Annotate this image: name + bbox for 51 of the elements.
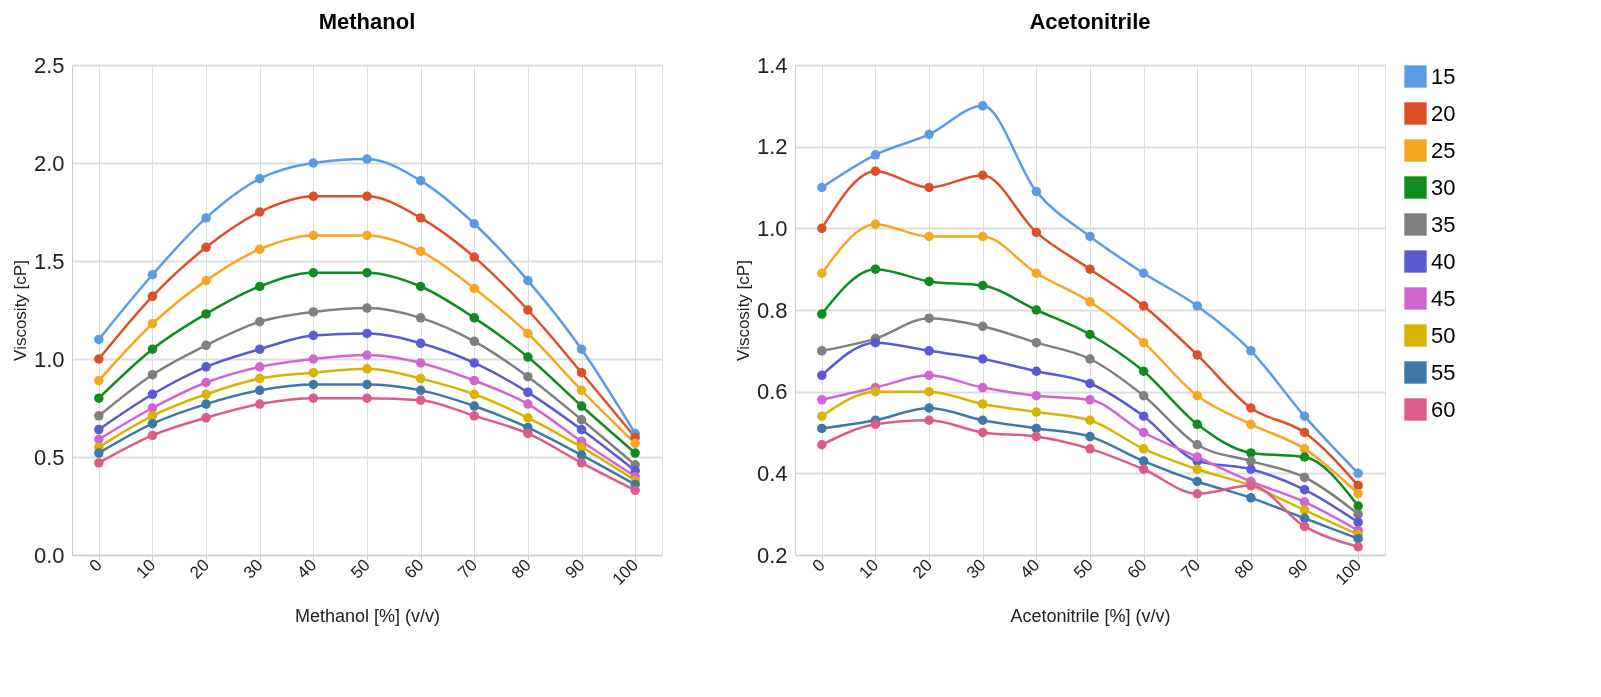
y-tick-label: 1.4 — [756, 52, 788, 78]
y-tick-label: 0.5 — [33, 444, 65, 470]
x-tick-label: 80 — [507, 555, 535, 583]
x-tick-label: 80 — [1230, 555, 1258, 583]
x-tick-label: 0 — [85, 555, 106, 576]
y-tick-label: 1.5 — [33, 248, 65, 274]
x-tick-label: 30 — [962, 555, 990, 583]
y-tick-label: 2.5 — [33, 52, 65, 78]
x-tick-label: 70 — [1177, 555, 1205, 583]
legend-label: 25 — [1431, 137, 1456, 163]
x-tick-label: 30 — [239, 555, 267, 583]
x-tick-label: 70 — [454, 555, 482, 583]
legend-label: 60 — [1431, 396, 1456, 422]
y-tick-label: 0.0 — [33, 542, 65, 568]
x-tick-label: 40 — [293, 555, 321, 583]
chart-title: Methanol — [318, 9, 416, 34]
x-tick-label: 90 — [561, 555, 589, 583]
legend-label: 45 — [1431, 285, 1456, 311]
x-tick-label: 100 — [1331, 555, 1366, 589]
x-tick-label: 20 — [909, 555, 936, 583]
y-tick-label: 1.2 — [756, 134, 788, 160]
x-tick-label: 20 — [186, 555, 213, 583]
x-tick-label: 60 — [400, 555, 428, 583]
x-tick-label: 10 — [132, 555, 160, 583]
x-tick-label: 60 — [1123, 555, 1151, 583]
y-tick-label: 2.0 — [33, 150, 65, 176]
x-tick-label: 50 — [1070, 555, 1097, 583]
legend-label: 55 — [1431, 359, 1456, 385]
legend-label: 15 — [1431, 63, 1456, 89]
y-axis-title: Viscosity [cP] — [733, 260, 753, 361]
x-axis-title: Methanol [%] (v/v) — [294, 606, 441, 627]
x-tick-label: 0 — [808, 555, 829, 576]
y-tick-label: 1.0 — [33, 346, 65, 372]
x-axis-title: Acetonitrile [%] (v/v) — [1010, 606, 1171, 627]
legend-label: 30 — [1431, 174, 1456, 200]
legend-label: 40 — [1431, 248, 1456, 274]
x-tick-label: 40 — [1016, 555, 1044, 583]
x-tick-label: 100 — [608, 555, 643, 589]
y-tick-label: 0.2 — [756, 542, 788, 568]
y-tick-label: 0.4 — [756, 460, 788, 486]
legend-label: 35 — [1431, 211, 1456, 237]
y-tick-label: 0.6 — [756, 379, 788, 405]
legend-label: 50 — [1431, 322, 1456, 348]
y-tick-label: 1.0 — [756, 215, 788, 241]
x-tick-label: 50 — [347, 555, 374, 583]
x-tick-label: 10 — [855, 555, 883, 583]
y-axis-title: Viscosity [cP] — [10, 260, 30, 361]
x-tick-label: 90 — [1284, 555, 1312, 583]
y-tick-label: 0.8 — [756, 297, 788, 323]
legend-label: 20 — [1431, 100, 1456, 126]
chart-title: Acetonitrile — [1029, 9, 1151, 34]
